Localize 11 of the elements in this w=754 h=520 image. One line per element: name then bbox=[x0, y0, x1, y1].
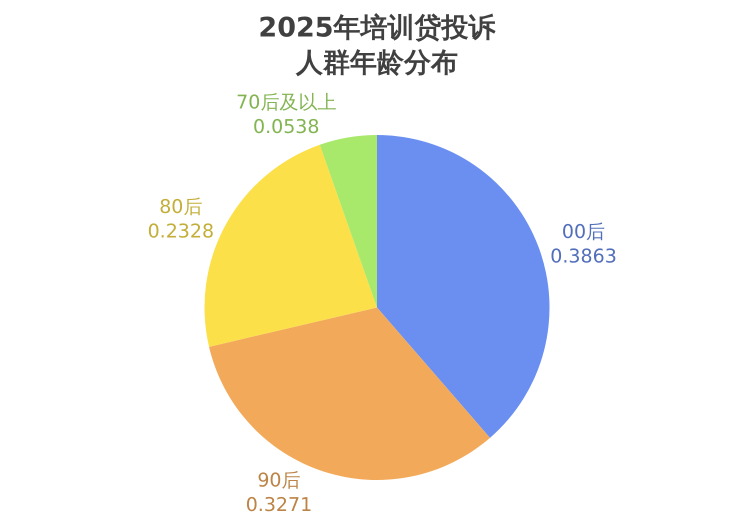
data-label: 0.3863 bbox=[550, 246, 617, 268]
slice-label: 70后及以上 bbox=[236, 91, 336, 114]
pie-slice bbox=[320, 135, 377, 308]
data-label: 0.2328 bbox=[148, 220, 214, 243]
data-label: 0.0538 bbox=[252, 116, 320, 138]
pie-slice bbox=[377, 135, 550, 438]
slice-label: 00后 bbox=[562, 220, 606, 243]
chart-title: 2025年培训贷投诉人群年龄分布 bbox=[258, 12, 497, 78]
data-label: 0.3271 bbox=[246, 494, 312, 516]
slice-label: 90后 bbox=[257, 469, 301, 492]
slice-label: 80后 bbox=[159, 196, 202, 218]
